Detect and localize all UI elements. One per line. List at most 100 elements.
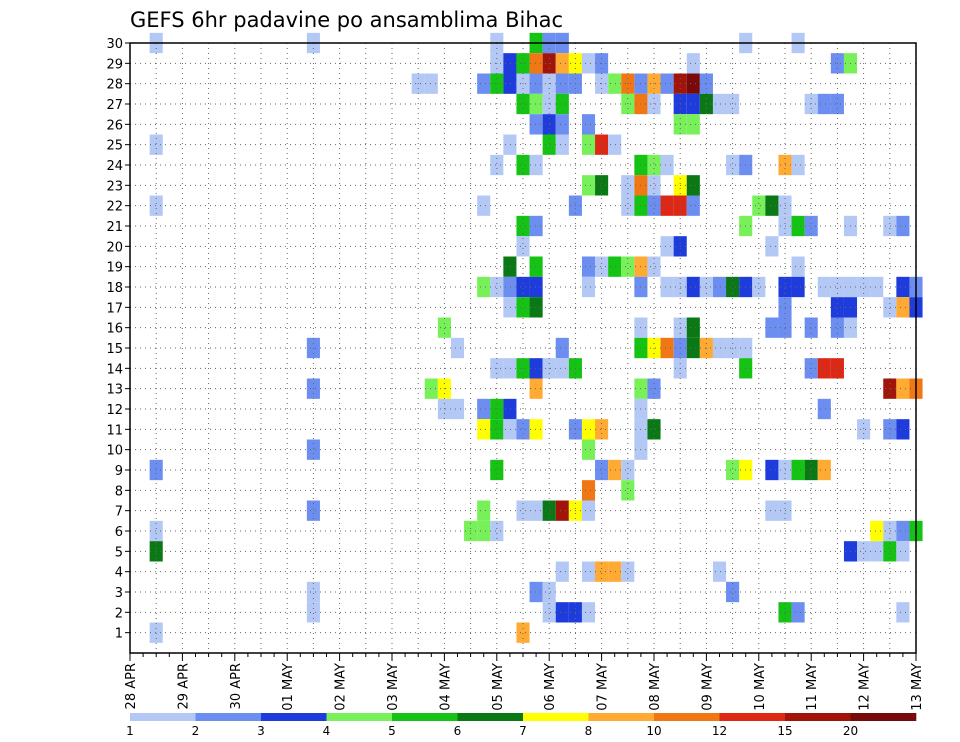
legend-label: 1 [126,724,134,738]
x-tick-label: 08 MAY [648,663,663,711]
heatmap-cell [595,419,609,440]
heatmap-cell [424,73,438,94]
heatmap-cell [555,114,569,135]
heatmap-cell [765,236,779,257]
heatmap-cell [581,480,596,501]
heatmap-cell [503,276,517,298]
heatmap-cell [424,378,438,399]
heatmap-cell [529,154,543,176]
y-tick-label: 18 [106,281,123,296]
y-tick-label: 11 [106,423,123,438]
heatmap-cell [529,276,543,298]
heatmap-cell [529,358,543,379]
heatmap-cell [712,561,727,582]
y-tick-label: 28 [106,78,123,93]
y-tick-label: 23 [106,179,123,194]
legend-swatch [850,713,917,721]
heatmap-cell [647,195,661,216]
y-tick-label: 10 [106,444,123,459]
heatmap-cell [752,195,766,216]
legend-label: 6 [454,724,462,738]
heatmap-cell [896,520,910,542]
heatmap-cell [149,459,163,481]
y-tick-label: 27 [106,98,123,113]
heatmap-cell [503,398,517,420]
legend-swatch [785,713,851,721]
heatmap-cell [765,195,779,216]
heatmap-cell [712,93,727,115]
heatmap-cell [686,195,700,216]
heatmap-cell [817,358,831,379]
heatmap-cell [647,154,661,176]
y-tick-label: 1 [115,627,123,642]
heatmap-cell [516,297,530,318]
legend-label: 12 [712,724,727,738]
legend-label: 7 [519,724,527,738]
x-tick-label: 11 MAY [805,663,820,711]
heatmap-cell [660,337,674,359]
heatmap-cell [608,73,622,94]
heatmap-cell [503,297,517,318]
heatmap-cell [581,53,596,74]
heatmap-cell [817,459,831,481]
heatmap-cell [870,276,884,298]
heatmap-cell [516,236,530,257]
heatmap-cell [503,358,517,379]
heatmap-cell [608,561,622,582]
heatmap-cell [791,602,805,623]
heatmap-cell [306,602,320,623]
heatmap-cell [686,337,700,359]
heatmap-cell [660,73,674,94]
heatmap-cell [595,175,609,196]
heatmap-cell [804,459,818,481]
heatmap-cell [555,337,569,359]
heatmap-cell [516,215,530,237]
y-tick-label: 19 [106,261,123,276]
heatmap-cell [581,276,596,298]
heatmap-cell [804,215,818,237]
heatmap-cell [896,276,910,298]
legend-swatch [588,713,655,721]
heatmap-cell [477,398,491,420]
heatmap-cell [686,276,700,298]
heatmap-cell [306,581,320,603]
x-tick-label: 29 APR [176,663,191,709]
heatmap-cell [896,297,910,318]
heatmap-cell [149,195,163,216]
heatmap-cell [726,337,740,359]
heatmap-cell [726,154,740,176]
heatmap-cell [686,73,700,94]
legend-swatch [392,713,458,721]
heatmap-cell [857,419,871,440]
legend-label: 8 [585,724,593,738]
y-tick-label: 17 [106,301,123,316]
x-tick-label: 07 MAY [596,663,611,711]
heatmap-cell [490,419,504,440]
legend-label: 20 [843,724,858,738]
y-tick-label: 25 [106,139,123,154]
legend-label: 5 [388,724,396,738]
heatmap-cell [555,53,569,74]
heatmap-cell [490,154,504,176]
heatmap-cell [608,256,622,277]
heatmap-cell [503,419,517,440]
heatmap-cell [896,378,910,399]
x-tick-label: 10 MAY [753,663,768,711]
heatmap-cell [857,541,871,562]
y-tick-label: 12 [106,403,123,418]
legend-label: 3 [257,724,265,738]
heatmap-cell [817,398,831,420]
grid-lines [130,42,916,653]
heatmap-cell [542,500,556,521]
heatmap-cell [437,317,451,338]
heatmap-cell [896,215,910,237]
heatmap-cell [804,317,818,338]
heatmap-cell [765,459,779,481]
heatmap-cell [791,256,805,277]
heatmap-cell [896,602,910,623]
y-axis: 1234567891011121314151617181920212223242… [106,37,130,642]
heatmap-cell [752,276,766,298]
heatmap-cell [516,276,530,298]
heatmap-cell [529,581,543,603]
y-tick-label: 26 [106,118,123,133]
